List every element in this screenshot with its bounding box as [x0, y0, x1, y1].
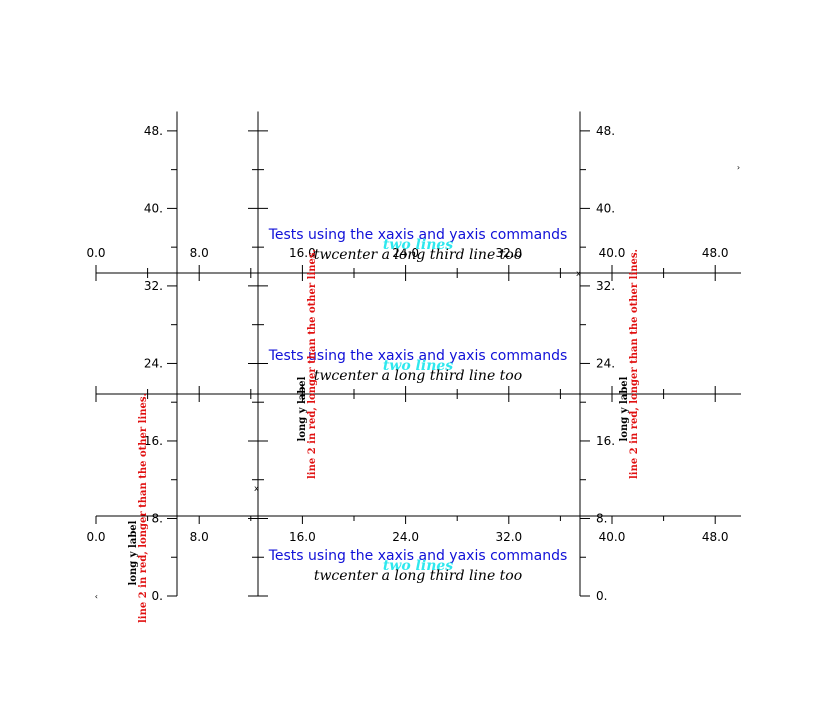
- y-axis-left-tick-label: 32.: [144, 279, 163, 293]
- corner-marker-mid: x: [576, 269, 581, 278]
- y-axis-left-tick-label: 40.: [144, 201, 163, 215]
- title-block-bottom-line-1: Tests using the xaxis and yaxis commands: [268, 548, 568, 564]
- title-block-middle-line-1: Tests using the xaxis and yaxis commands: [268, 348, 568, 364]
- title-block-top-line-1: Tests using the xaxis and yaxis commands: [268, 227, 568, 243]
- corner-marker-bottom-left: ‹: [94, 592, 99, 601]
- x-axis-top-tick-label: 16.0: [289, 246, 316, 260]
- title-block-middle-line-2: two lines: [383, 358, 453, 374]
- y-axis-right-tick-label: 48.: [596, 124, 615, 138]
- corner-marker-top-right: ›: [736, 163, 741, 172]
- ylabel-block-center-line-2: line 2 in red, longer than the other lin…: [307, 249, 318, 479]
- title-block-top-line-3: twcenter a long third line too: [314, 247, 522, 263]
- x-axis-bottom-tick-label: 48.0: [702, 530, 729, 544]
- ylabel-block-right-line-2: line 2 in red, longer than the other lin…: [629, 249, 640, 479]
- x-axis-top-tick-label: 0.0: [86, 246, 105, 260]
- x-axis-bottom-tick-label: 24.0: [392, 530, 419, 544]
- title-block-middle-line-3: twcenter a long third line too: [314, 368, 522, 384]
- y-axis-right-tick-label: 40.: [596, 201, 615, 215]
- title-block-bottom-line-3: twcenter a long third line too: [314, 568, 522, 584]
- x-axis-top-tick-label: 40.0: [599, 246, 626, 260]
- x-axis-bottom-tick-label: 8.0: [190, 530, 209, 544]
- y-axis-right-tick-label: 24.: [596, 356, 615, 370]
- y-axis-left-tick-label: 16.: [144, 434, 163, 448]
- y-axis-right-tick-label: 8.: [596, 511, 607, 525]
- ylabel-block-right-line-1: long y label: [619, 376, 630, 441]
- y-axis-left-tick-label: 8.: [152, 511, 163, 525]
- x-axis-top-tick-label: 32.0: [495, 246, 522, 260]
- y-axis-right-tick-label: 16.: [596, 434, 615, 448]
- x-axis-bottom-tick-label: 16.0: [289, 530, 316, 544]
- x-axis-bottom-tick-label: 32.0: [495, 530, 522, 544]
- x-axis-bottom-tick-label: 40.0: [599, 530, 626, 544]
- ylabel-block-left-line-1: long y label: [128, 520, 139, 585]
- corner-marker-inner: x: [254, 484, 259, 493]
- x-axis-top-tick-label: 48.0: [702, 246, 729, 260]
- title-block-bottom-line-2: two lines: [383, 558, 453, 574]
- title-block-top-line-2: two lines: [383, 237, 453, 253]
- x-axis-bottom-tick-label: 0.0: [86, 530, 105, 544]
- y-axis-left-tick-label: 0.: [152, 589, 163, 603]
- x-axis-top-tick-label: 8.0: [190, 246, 209, 260]
- ylabel-block-center-line-1: long y label: [297, 376, 308, 441]
- y-axis-right-tick-label: 32.: [596, 279, 615, 293]
- x-axis-top-tick-label: 24.0: [392, 246, 419, 260]
- y-axis-left-tick-label: 24.: [144, 356, 163, 370]
- y-axis-right-tick-label: 0.: [596, 589, 607, 603]
- ylabel-block-left-line-2: line 2 in red, longer than the other lin…: [138, 393, 149, 623]
- y-axis-left-tick-label: 48.: [144, 124, 163, 138]
